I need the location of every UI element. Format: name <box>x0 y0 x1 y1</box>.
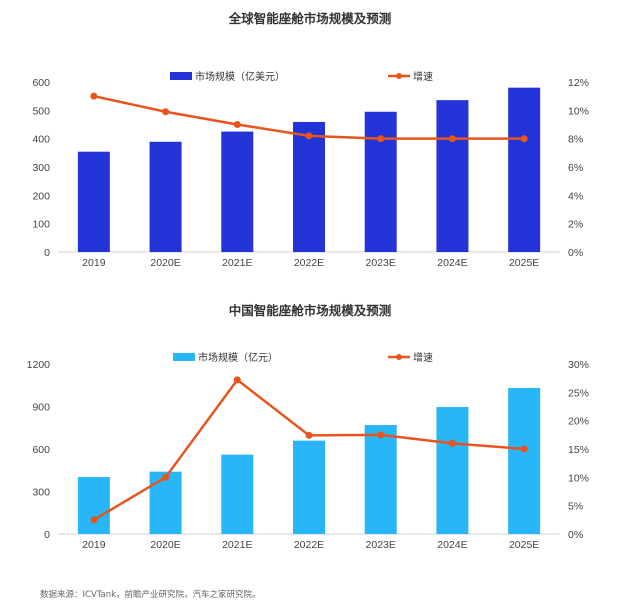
growth-point <box>448 135 456 143</box>
y2-tick-label: 30% <box>568 359 589 371</box>
bar <box>364 425 397 534</box>
x-tick-label: 2023E <box>366 257 396 269</box>
x-tick-label: 2021E <box>222 539 252 551</box>
x-tick-label: 2019 <box>82 539 106 551</box>
legend-bar-swatch <box>170 72 192 80</box>
chart-title-global: 全球智能座舱市场规模及预测 <box>228 11 392 26</box>
y2-tick-label: 2% <box>568 219 583 231</box>
x-tick-label: 2020E <box>150 539 180 551</box>
bar <box>221 131 254 252</box>
legend-bar-label: 市场规模（亿元） <box>198 351 278 364</box>
y2-tick-label: 4% <box>568 190 583 202</box>
y2-tick-label: 0% <box>568 529 583 541</box>
growth-point <box>233 121 241 128</box>
x-tick-label: 2019 <box>82 257 106 269</box>
y-tick-label: 0 <box>44 529 50 541</box>
source-footer: 数据来源：ICVTank，前瞻产业研究院，汽车之家研究院。 <box>40 590 261 600</box>
x-tick-label: 2022E <box>294 539 324 551</box>
y-tick-label: 600 <box>32 444 50 456</box>
y-tick-label: 400 <box>32 134 50 146</box>
growth-point <box>233 376 241 384</box>
bar <box>364 111 397 252</box>
bar <box>77 151 110 252</box>
growth-point <box>305 132 313 140</box>
y2-tick-label: 12% <box>568 77 589 89</box>
legend-line-label: 增速 <box>413 351 433 364</box>
growth-point <box>377 431 385 439</box>
y-tick-label: 900 <box>32 402 50 414</box>
x-tick-label: 2024E <box>437 539 467 551</box>
growth-point <box>162 108 170 116</box>
y-tick-label: 300 <box>32 162 50 174</box>
growth-point <box>377 135 385 143</box>
y-tick-label: 300 <box>32 487 50 499</box>
x-tick-label: 2021E <box>222 257 252 269</box>
y2-tick-label: 6% <box>568 162 583 174</box>
y2-tick-label: 20% <box>568 416 589 428</box>
bar <box>293 121 325 252</box>
bar <box>221 454 254 534</box>
y-tick-label: 1200 <box>27 359 51 371</box>
y2-tick-label: 15% <box>568 444 589 456</box>
bar <box>436 407 469 534</box>
growth-point <box>162 473 170 481</box>
y2-tick-label: 25% <box>568 387 589 399</box>
growth-point <box>90 516 98 524</box>
x-tick-label: 2022E <box>294 257 324 269</box>
legend-line-label: 增速 <box>413 70 433 83</box>
bar <box>508 387 541 534</box>
y-tick-label: 200 <box>32 190 50 202</box>
bar <box>77 477 110 534</box>
x-tick-label: 2020E <box>150 257 180 269</box>
x-tick-label: 2025E <box>509 539 539 551</box>
bar <box>149 141 182 252</box>
growth-point <box>520 135 528 143</box>
chart-title-china: 中国智能座舱市场规模及预测 <box>228 303 392 318</box>
x-tick-label: 2023E <box>366 539 396 551</box>
legend-bar-swatch <box>173 353 195 361</box>
y2-tick-label: 5% <box>568 501 583 513</box>
chart-china: 0 300 600 900 1200 0% 5% 10% 15% 20% 25% 30% 2019 202… <box>27 351 589 551</box>
bar <box>508 87 541 253</box>
y-tick-label: 500 <box>32 105 50 117</box>
growth-point <box>520 445 528 453</box>
legend-bar-label: 市场规模（亿美元） <box>195 70 285 83</box>
y2-tick-label: 10% <box>568 105 589 117</box>
growth-point <box>305 431 313 439</box>
bar <box>149 471 182 534</box>
y-tick-label: 0 <box>44 247 50 259</box>
x-tick-label: 2025E <box>509 257 539 269</box>
bar <box>293 440 325 534</box>
bar <box>436 100 469 252</box>
y2-tick-label: 8% <box>568 134 583 146</box>
growth-point <box>90 92 98 100</box>
y2-tick-label: 10% <box>568 472 589 484</box>
y-tick-label: 600 <box>32 77 50 89</box>
chart-global: 0 100 200 300 400 500 600 0% 2% 4% 6% 8% 10% 12% 2019 2… <box>32 70 589 269</box>
y-tick-label: 100 <box>32 219 50 231</box>
growth-point <box>448 439 456 447</box>
legend-line-marker <box>396 354 402 360</box>
x-tick-label: 2024E <box>437 257 467 269</box>
y2-tick-label: 0% <box>568 247 583 259</box>
legend-line-marker <box>396 73 402 79</box>
